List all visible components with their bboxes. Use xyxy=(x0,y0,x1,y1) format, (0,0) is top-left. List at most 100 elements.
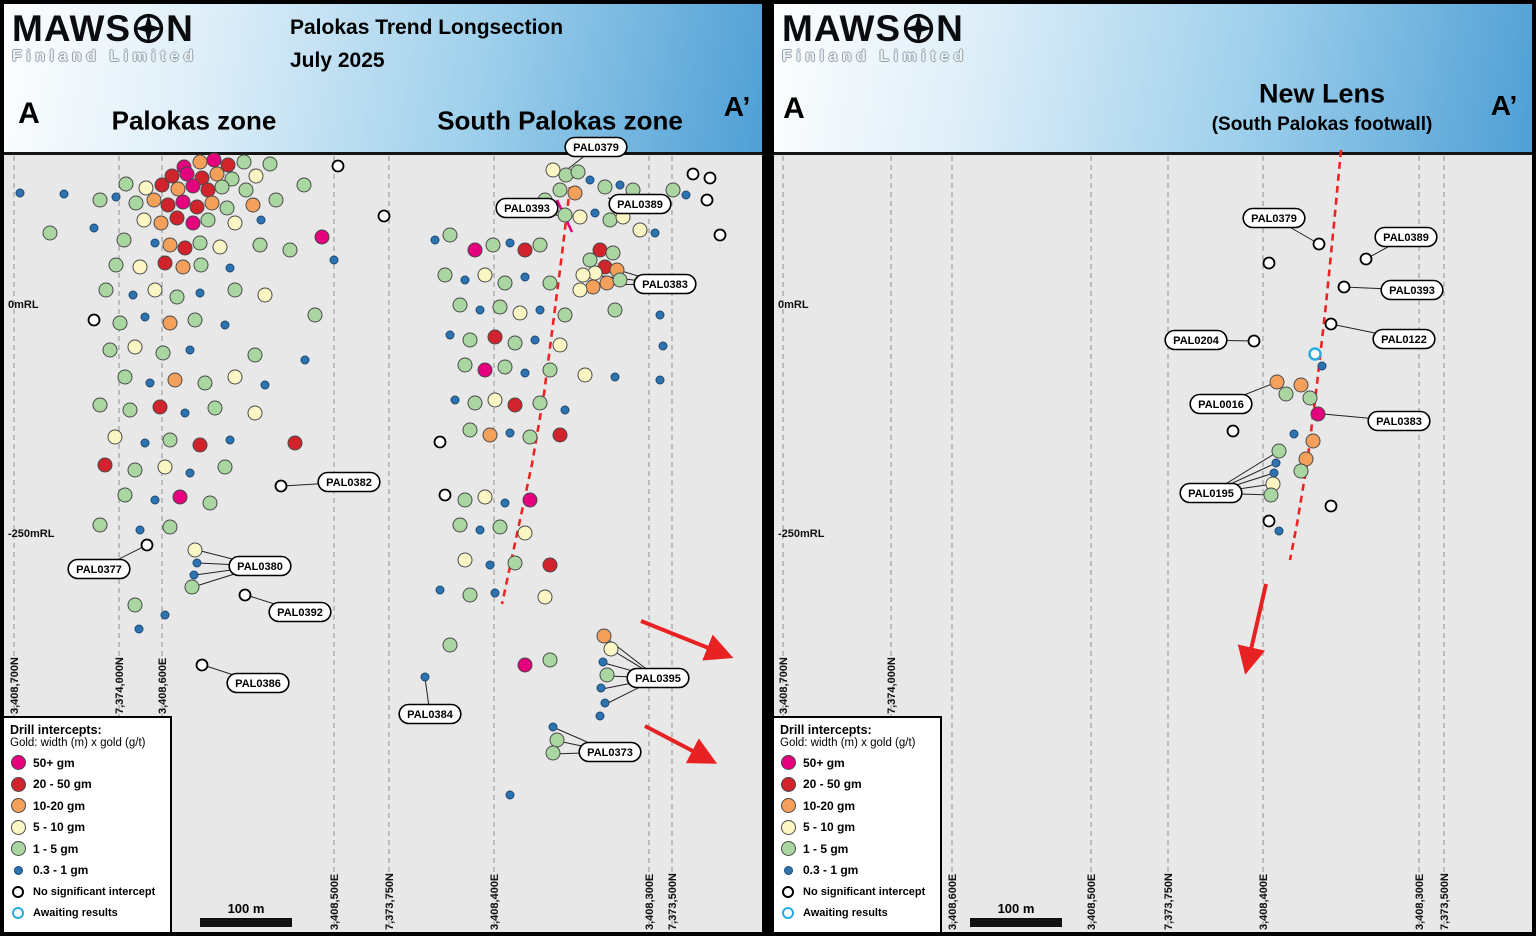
header: MAWS N Finland Limited Palokas Trend Lon… xyxy=(4,4,762,155)
intercept-dot-g1 xyxy=(42,225,58,241)
drillhole-label: PAL0389 xyxy=(617,199,663,211)
intercept-dot-g50 xyxy=(517,657,533,673)
panel-new-lens: MAWS N Finland Limited A A’ New Lens (South… xyxy=(772,2,1534,934)
intercept-dot-g1 xyxy=(497,275,513,291)
intercept-dot-g5 xyxy=(517,525,533,541)
intercept-dot-g03 xyxy=(220,320,230,330)
intercept-dot-g03 xyxy=(530,335,540,345)
intercept-dot-g1 xyxy=(296,177,312,193)
intercept-dot-g03 xyxy=(548,722,558,732)
legend-label: No significant intercept xyxy=(33,885,156,898)
intercept-dot-g1 xyxy=(507,555,523,571)
drillhole-label-pill xyxy=(268,601,332,623)
intercept-dot-g03 xyxy=(460,275,470,285)
legend-dot-g1-icon xyxy=(780,841,796,857)
intercept-dot-g20 xyxy=(160,197,176,213)
legend-label: 20 - 50 gm xyxy=(803,777,862,792)
intercept-dot-g5 xyxy=(136,212,152,228)
intercept-dot-g20 xyxy=(157,255,173,271)
logo-star-icon xyxy=(903,13,934,44)
coordinate-label: 7,373,750N xyxy=(384,873,396,930)
intercept-dot-g20 xyxy=(152,399,168,415)
coordinate-label: 3,408,300E xyxy=(644,874,656,930)
drillhole-label: PAL0383 xyxy=(642,279,688,291)
intercept-dot-g03 xyxy=(610,372,620,382)
legend-label: 0.3 - 1 gm xyxy=(803,863,859,878)
intercept-dot-g1 xyxy=(92,192,108,208)
zone-heading-south-palokas: South Palokas zone xyxy=(437,105,683,136)
intercept-dot-g1 xyxy=(207,400,223,416)
intercept-dot-g1 xyxy=(532,395,548,411)
intercept-dot-g1 xyxy=(102,342,118,358)
intercept-dot-g1 xyxy=(549,732,565,748)
intercept-dot-ns xyxy=(713,228,727,242)
intercept-dot-g1 xyxy=(1271,443,1287,459)
intercept-dot-g1 xyxy=(1293,463,1309,479)
intercept-dot-g03 xyxy=(590,208,600,218)
legend-label: 1 - 5 gm xyxy=(803,841,849,856)
drillhole-label-pill xyxy=(317,471,381,493)
intercept-dot-g1 xyxy=(162,432,178,448)
legend-item-g10: 10-20 gm xyxy=(780,795,934,817)
scale-bar: 100 m xyxy=(970,901,1062,927)
intercept-dot-g03 xyxy=(598,657,608,667)
legend-label: 50+ gm xyxy=(33,755,75,770)
intercept-dot-g1 xyxy=(217,459,233,475)
legend-dot-wrap xyxy=(780,798,796,814)
legend-dot-wrap xyxy=(780,865,796,875)
intercept-dot-g20 xyxy=(220,157,236,173)
intercept-dot-g1 xyxy=(485,237,501,253)
coordinate-label: 7,374,000N xyxy=(114,657,126,714)
intercept-dot-g1 xyxy=(605,245,621,261)
intercept-dot-ns xyxy=(1262,514,1276,528)
intercept-dot-g1 xyxy=(122,402,138,418)
intercept-dot-g5 xyxy=(572,282,588,298)
intercept-dot-g5 xyxy=(227,369,243,385)
legend-dot-g10-icon xyxy=(10,798,26,814)
intercept-dot-g1 xyxy=(1278,386,1294,402)
drillhole-label: PAL0384 xyxy=(407,709,454,721)
drillhole-label: PAL0379 xyxy=(573,142,619,154)
intercept-dot-g10 xyxy=(482,427,498,443)
figure-title: Palokas Trend Longsection July 2025 xyxy=(290,12,563,77)
coordinate-label: 3,408,600E xyxy=(947,874,959,930)
coordinate-label: 3,408,600E xyxy=(157,658,169,714)
header: MAWS N Finland Limited A A’ New Lens (South… xyxy=(774,4,1532,155)
drillhole-label: PAL0122 xyxy=(1381,334,1427,346)
intercept-dot-g03 xyxy=(520,368,530,378)
legend-subheading: Gold: width (m) x gold (g/t) xyxy=(780,737,916,749)
intercept-dot-ns xyxy=(686,167,700,181)
intercept-dot-g1 xyxy=(224,171,240,187)
intercept-dot-g1 xyxy=(442,227,458,243)
legend-dot-g03-icon xyxy=(783,865,793,875)
legend-dot-wrap xyxy=(780,819,796,835)
intercept-dot-g1 xyxy=(197,375,213,391)
legend-dot-wrap xyxy=(780,907,796,920)
intercept-dot-g03 xyxy=(505,790,515,800)
intercept-dot-g1 xyxy=(452,297,468,313)
legend-dot-wrap xyxy=(780,776,796,792)
drillhole-label-pill xyxy=(1189,393,1253,415)
mawson-logo: MAWS N Finland Limited xyxy=(782,10,968,66)
intercept-dot-g03 xyxy=(145,378,155,388)
intercept-dot-ns xyxy=(1337,280,1351,294)
intercept-dot-g20 xyxy=(552,427,568,443)
intercept-dot-ns xyxy=(438,488,452,502)
legend-item-g20: 20 - 50 gm xyxy=(780,774,934,796)
intercept-dot-g1 xyxy=(457,492,473,508)
intercept-dot-g10 xyxy=(1269,374,1285,390)
intercept-dot-g03 xyxy=(185,468,195,478)
intercept-dot-g1 xyxy=(193,257,209,273)
intercept-dot-g1 xyxy=(507,335,523,351)
intercept-dot-g50 xyxy=(467,242,483,258)
intercept-dot-g03 xyxy=(1271,458,1281,468)
intercept-dot-g10 xyxy=(167,372,183,388)
lens-heading: New Lens xyxy=(1258,78,1386,109)
intercept-dot-ns xyxy=(1312,237,1326,251)
legend-dot-g50-icon xyxy=(10,755,26,771)
longsection-plot: 3,408,700N 7,374,000N 3,408,600E 3,408,500E… xyxy=(8,136,734,930)
intercept-dot-g5 xyxy=(147,282,163,298)
plunge-arrow xyxy=(644,724,718,764)
legend-label: Awaiting results xyxy=(803,907,888,920)
drillhole-label: PAL0393 xyxy=(504,203,550,215)
